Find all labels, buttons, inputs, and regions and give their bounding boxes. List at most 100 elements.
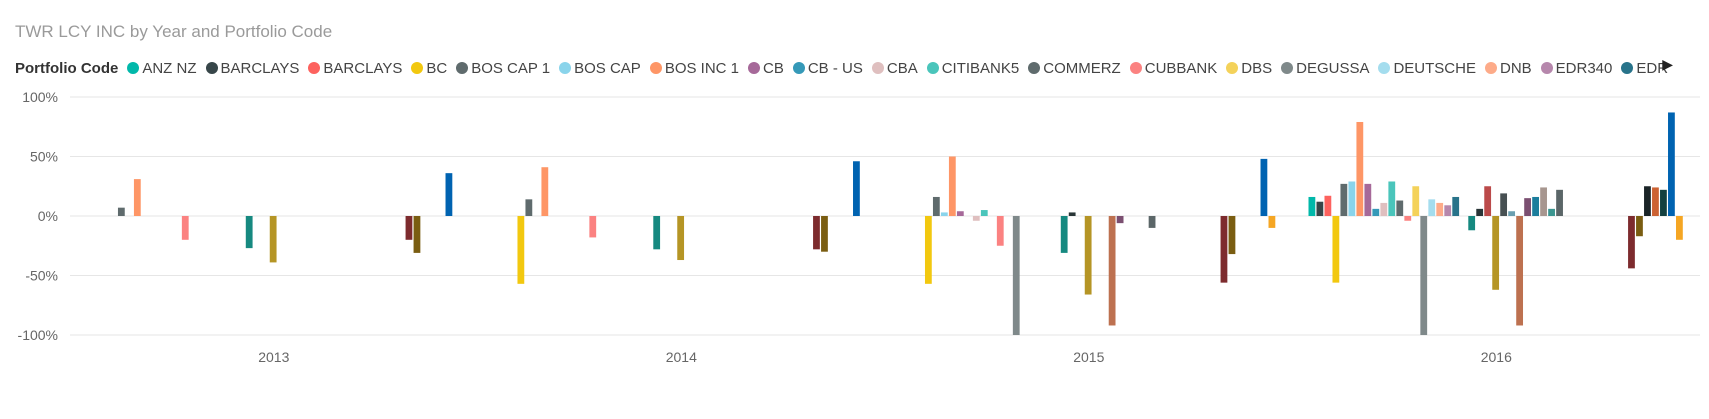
bar[interactable] [1492,216,1500,290]
bar[interactable] [677,216,685,261]
bar[interactable] [413,216,421,253]
bar[interactable] [1468,216,1476,231]
legend-item[interactable]: CB - US [792,60,863,77]
bar[interactable] [1388,181,1396,216]
bar[interactable] [1660,189,1667,216]
legend-item[interactable]: BOS CAP 1 [456,60,550,77]
bar[interactable] [1356,121,1364,216]
bar[interactable] [525,199,533,216]
bar[interactable] [1364,183,1372,216]
bar[interactable] [1532,196,1539,216]
bar[interactable] [972,216,980,221]
legend-item[interactable]: COMMERZ [1028,60,1121,77]
legend-next-arrow-icon[interactable]: ▶ [1662,56,1673,72]
bar[interactable] [1668,112,1675,216]
legend-item[interactable]: BOS INC 1 [649,60,739,77]
bar[interactable] [1412,186,1420,216]
bar[interactable] [924,216,932,284]
bar[interactable] [653,216,661,250]
legend-item[interactable]: BOS CAP [559,60,641,77]
bar[interactable] [956,211,964,216]
bar[interactable] [1452,196,1460,216]
bar[interactable] [853,161,860,216]
legend-item[interactable]: EDR340 [1540,60,1612,77]
bar[interactable] [1636,216,1643,237]
legend-label: BOS CAP [574,59,641,77]
legend-item[interactable]: BARCLAYS [205,60,299,77]
bar[interactable] [1228,216,1236,255]
bar[interactable] [133,179,141,216]
legend-item[interactable]: DEGUSSA [1281,60,1369,77]
bar[interactable] [1260,158,1268,216]
legend-item[interactable]: BARCLAYS [308,60,402,77]
legend-item[interactable]: DBS [1226,60,1272,77]
legend-item[interactable]: CUBBANK [1129,59,1218,77]
bar[interactable] [1380,202,1388,216]
bar[interactable] [1084,216,1092,295]
legend-item[interactable]: CB [748,60,784,77]
legend-item[interactable]: CITIBANK5 [926,60,1019,77]
bar-chart: 100% 50% 0% -50% -100% 2013 2014 2015 2016 [18,89,1700,365]
bar[interactable] [980,210,988,216]
bar[interactable] [517,216,525,284]
bar[interactable] [1436,202,1444,216]
bar[interactable] [269,216,277,263]
bar[interactable] [445,173,453,216]
bar[interactable] [1348,181,1356,216]
bar[interactable] [1396,200,1404,216]
bar[interactable] [1308,196,1316,216]
bar[interactable] [541,167,549,216]
legend-label: ANZ NZ [142,59,197,77]
bar[interactable] [948,156,956,217]
bar[interactable] [405,216,413,240]
legend-item[interactable]: ANZ NZ [127,59,197,77]
legend-item[interactable]: DEUTSCHE [1378,60,1476,77]
bar[interactable] [1508,211,1516,216]
bar[interactable] [1372,208,1380,216]
bar[interactable] [1268,216,1276,228]
bar[interactable] [1652,187,1659,216]
bar[interactable] [1676,216,1683,240]
bar[interactable] [1012,216,1020,335]
bar[interactable] [1324,195,1332,216]
bar[interactable] [1148,216,1156,228]
bar[interactable] [117,207,125,216]
bar[interactable] [1540,187,1547,216]
bar[interactable] [1108,216,1116,326]
bar[interactable] [1316,201,1324,216]
bar[interactable] [1524,198,1531,216]
bar[interactable] [1644,186,1651,216]
bar[interactable] [940,212,948,216]
bar[interactable] [245,216,253,249]
legend-label: CUBBANK [1144,59,1218,77]
bar[interactable] [932,196,940,216]
legend-item[interactable]: DNB [1484,60,1532,77]
bar[interactable] [1444,205,1452,216]
legend-item[interactable]: EDR [1621,60,1668,77]
bar[interactable] [1500,193,1508,216]
bar[interactable] [1484,186,1492,216]
legend-item[interactable]: CBA [871,60,918,77]
legend-item[interactable]: BC [411,60,447,77]
bar[interactable] [181,216,189,240]
bar[interactable] [1068,212,1076,216]
bar[interactable] [1340,183,1348,216]
bar[interactable] [1332,216,1340,283]
bar[interactable] [813,216,820,250]
bar[interactable] [1420,216,1428,335]
bar[interactable] [1220,216,1228,283]
bar[interactable] [1404,216,1412,221]
bar[interactable] [1548,208,1555,216]
bar[interactable] [589,216,597,238]
bar[interactable] [821,216,828,252]
bar[interactable] [1116,216,1124,224]
bar[interactable] [996,216,1004,246]
bar[interactable] [1516,216,1524,326]
legend-label: DEUTSCHE [1393,59,1476,77]
bar[interactable] [1628,216,1635,269]
bar[interactable] [1060,216,1068,253]
legend-label: DEGUSSA [1296,59,1370,77]
bar[interactable] [1476,208,1484,216]
bar[interactable] [1428,199,1436,216]
bar[interactable] [1556,189,1563,216]
